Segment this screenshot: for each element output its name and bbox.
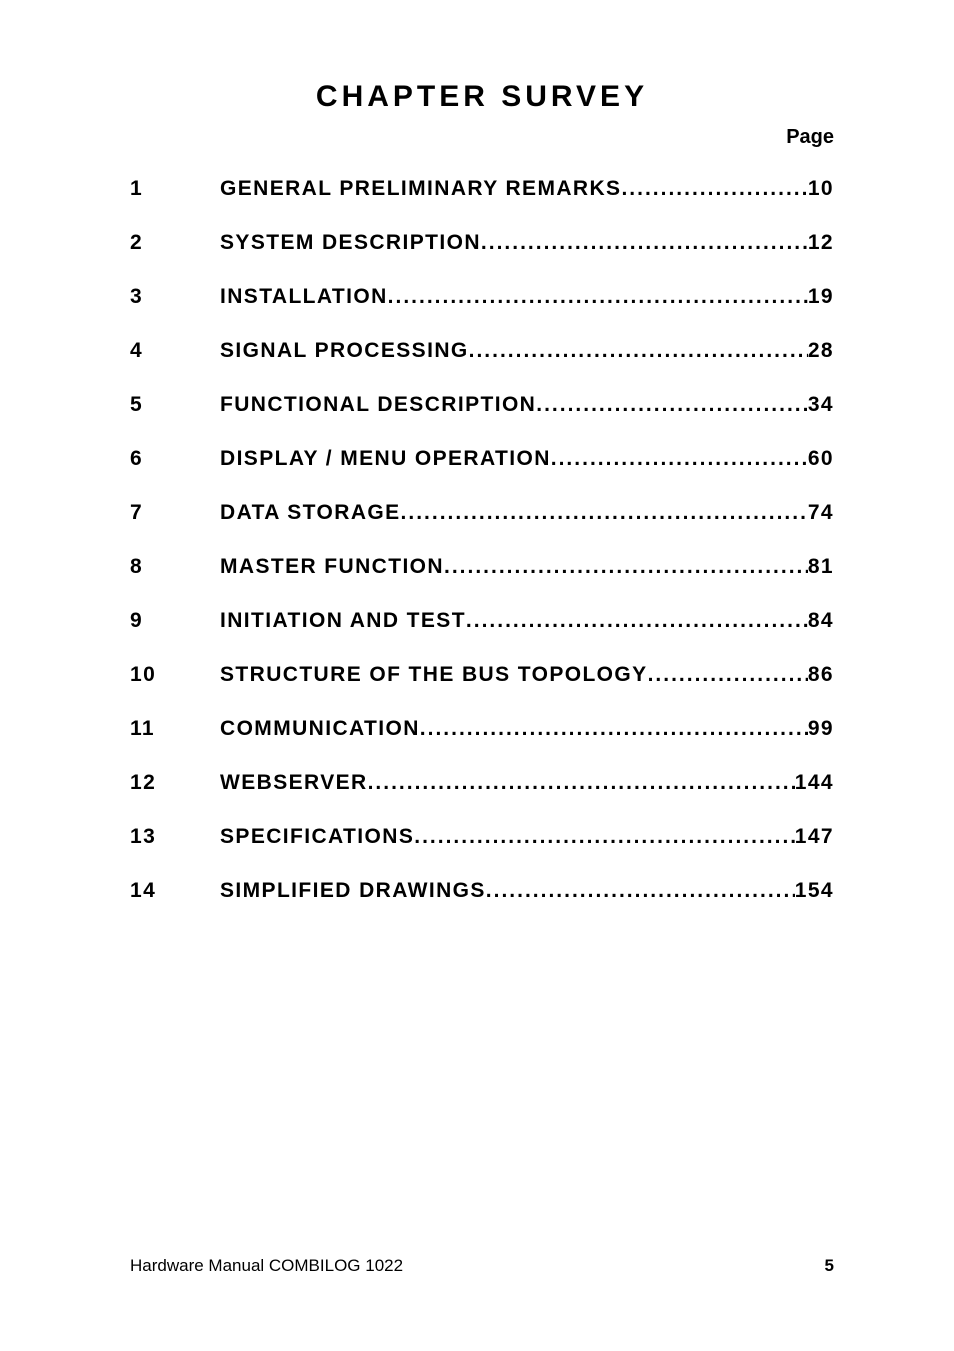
toc-entry-title: INSTALLATION bbox=[220, 285, 388, 309]
toc-entry-number: 14 bbox=[130, 879, 220, 903]
toc-entry-title: STRUCTURE OF THE BUS TOPOLOGY bbox=[220, 663, 648, 687]
toc-entry: 5FUNCTIONAL DESCRIPTION.................… bbox=[130, 393, 834, 417]
toc-entry-title: GENERAL PRELIMINARY REMARKS bbox=[220, 177, 621, 201]
toc-entry-number: 7 bbox=[130, 501, 220, 525]
toc-entry-page: 60 bbox=[808, 447, 834, 471]
footer-text: Hardware Manual COMBILOG 1022 bbox=[130, 1256, 403, 1276]
toc-entry-title: SIGNAL PROCESSING bbox=[220, 339, 469, 363]
toc-entry: 12WEBSERVER.............................… bbox=[130, 771, 834, 795]
toc-entry-number: 5 bbox=[130, 393, 220, 417]
toc-entry-title: DATA STORAGE bbox=[220, 501, 401, 525]
toc-entry-page: 28 bbox=[808, 339, 834, 363]
toc-entry-leader: ........................................… bbox=[414, 825, 795, 849]
toc-entry-page: 86 bbox=[808, 663, 834, 687]
toc-entry-number: 10 bbox=[130, 663, 220, 687]
toc-entry-page: 144 bbox=[795, 771, 834, 795]
toc-entry: 10STRUCTURE OF THE BUS TOPOLOGY.........… bbox=[130, 663, 834, 687]
toc-entry: 9INITIATION AND TEST....................… bbox=[130, 609, 834, 633]
toc-entry: 14SIMPLIFIED DRAWINGS...................… bbox=[130, 879, 834, 903]
toc-entry-page: 99 bbox=[808, 717, 834, 741]
toc-entry: 11COMMUNICATION.........................… bbox=[130, 717, 834, 741]
page-content: CHAPTER SURVEY Page 1GENERAL PRELIMINARY… bbox=[130, 80, 834, 1271]
toc-entry: 13SPECIFICATIONS........................… bbox=[130, 825, 834, 849]
toc-entry-title: WEBSERVER bbox=[220, 771, 368, 795]
toc-entry: 8MASTER FUNCTION........................… bbox=[130, 555, 834, 579]
toc-entry-leader: ........................................… bbox=[648, 663, 808, 687]
page-column-label: Page bbox=[130, 126, 834, 149]
footer-page-number: 5 bbox=[825, 1256, 834, 1276]
toc-entry-leader: ........................................… bbox=[551, 447, 808, 471]
toc-entry-title: SYSTEM DESCRIPTION bbox=[220, 231, 481, 255]
toc-entry: 3INSTALLATION...........................… bbox=[130, 285, 834, 309]
toc-entry-number: 2 bbox=[130, 231, 220, 255]
toc-entry-title: DISPLAY / MENU OPERATION bbox=[220, 447, 551, 471]
toc-entry-number: 11 bbox=[130, 717, 220, 741]
toc-entry-number: 12 bbox=[130, 771, 220, 795]
toc-entry-leader: ........................................… bbox=[388, 285, 808, 309]
toc-entry: 6DISPLAY / MENU OPERATION...............… bbox=[130, 447, 834, 471]
toc-entry-page: 10 bbox=[808, 177, 834, 201]
toc-entry-number: 6 bbox=[130, 447, 220, 471]
toc-entry: 7DATA STORAGE...........................… bbox=[130, 501, 834, 525]
toc-entry-leader: ........................................… bbox=[368, 771, 795, 795]
toc-entry-page: 81 bbox=[808, 555, 834, 579]
toc-list: 1GENERAL PRELIMINARY REMARKS............… bbox=[130, 177, 834, 903]
toc-entry-number: 9 bbox=[130, 609, 220, 633]
page-title: CHAPTER SURVEY bbox=[130, 80, 834, 114]
toc-entry-leader: ........................................… bbox=[420, 717, 808, 741]
toc-entry-page: 34 bbox=[808, 393, 834, 417]
toc-entry: 2SYSTEM DESCRIPTION.....................… bbox=[130, 231, 834, 255]
toc-entry-page: 154 bbox=[795, 879, 834, 903]
toc-entry-leader: ........................................… bbox=[444, 555, 808, 579]
toc-entry-leader: ........................................… bbox=[486, 879, 795, 903]
toc-entry-leader: ........................................… bbox=[481, 231, 808, 255]
toc-entry-title: SPECIFICATIONS bbox=[220, 825, 414, 849]
toc-entry-leader: ........................................… bbox=[469, 339, 808, 363]
toc-entry-number: 3 bbox=[130, 285, 220, 309]
toc-entry-page: 84 bbox=[808, 609, 834, 633]
toc-entry-title: FUNCTIONAL DESCRIPTION bbox=[220, 393, 536, 417]
toc-entry-number: 8 bbox=[130, 555, 220, 579]
page-footer: Hardware Manual COMBILOG 1022 5 bbox=[130, 1256, 834, 1276]
toc-entry-number: 13 bbox=[130, 825, 220, 849]
toc-entry-title: COMMUNICATION bbox=[220, 717, 420, 741]
toc-entry-page: 74 bbox=[808, 501, 834, 525]
toc-entry-title: SIMPLIFIED DRAWINGS bbox=[220, 879, 486, 903]
toc-entry: 4SIGNAL PROCESSING......................… bbox=[130, 339, 834, 363]
toc-entry-title: MASTER FUNCTION bbox=[220, 555, 444, 579]
toc-entry-leader: ........................................… bbox=[536, 393, 808, 417]
toc-entry-leader: ........................................… bbox=[621, 177, 807, 201]
toc-entry-number: 4 bbox=[130, 339, 220, 363]
toc-entry: 1GENERAL PRELIMINARY REMARKS............… bbox=[130, 177, 834, 201]
toc-entry-title: INITIATION AND TEST bbox=[220, 609, 466, 633]
toc-entry-page: 147 bbox=[795, 825, 834, 849]
toc-entry-page: 19 bbox=[808, 285, 834, 309]
toc-entry-leader: ........................................… bbox=[401, 501, 808, 525]
toc-entry-number: 1 bbox=[130, 177, 220, 201]
toc-entry-leader: ........................................… bbox=[466, 609, 808, 633]
toc-entry-page: 12 bbox=[808, 231, 834, 255]
